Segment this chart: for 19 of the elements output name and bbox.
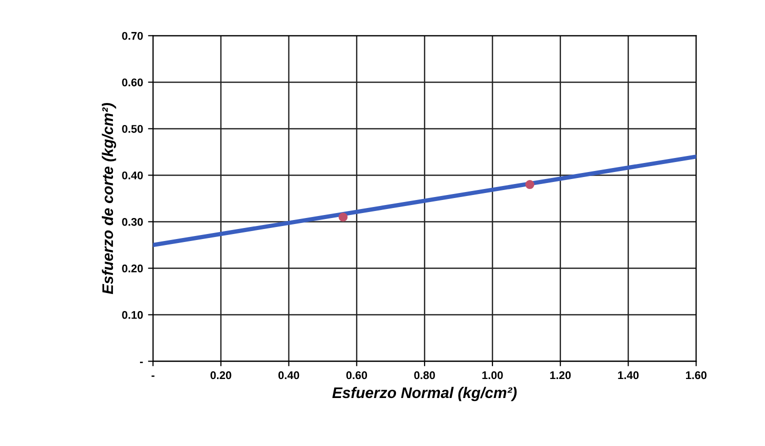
x-tick-label: 1.60	[686, 371, 707, 380]
x-tick-label: 1.00	[482, 371, 503, 380]
x-tick-label: 0.60	[346, 371, 368, 380]
x-tick-label: 1.20	[550, 371, 571, 380]
x-tick-label: 0.80	[414, 371, 435, 380]
y-tick-label: 0.50	[122, 124, 143, 133]
x-tick-label: 1.40	[618, 371, 639, 380]
x-tick-label: 0.40	[278, 371, 300, 380]
y-tick-label: 0.60	[122, 78, 143, 86]
y-tick-label: 0.10	[122, 311, 143, 319]
x-tick-label: 0.20	[210, 371, 232, 380]
y-axis-title: Esfuerzo de corte (kg/cm²)	[102, 102, 116, 294]
y-tick-label: 0.40	[122, 171, 143, 180]
y-tick-label: 0.30	[122, 218, 143, 226]
x-tick-label: -	[152, 375, 154, 377]
x-axis-title: Esfuerzo Normal (kg/cm²)	[332, 386, 517, 402]
y-tick-label: 0.20	[122, 264, 143, 272]
y-tick-label: 0.70	[122, 32, 143, 40]
y-tick-label: -	[140, 362, 143, 364]
